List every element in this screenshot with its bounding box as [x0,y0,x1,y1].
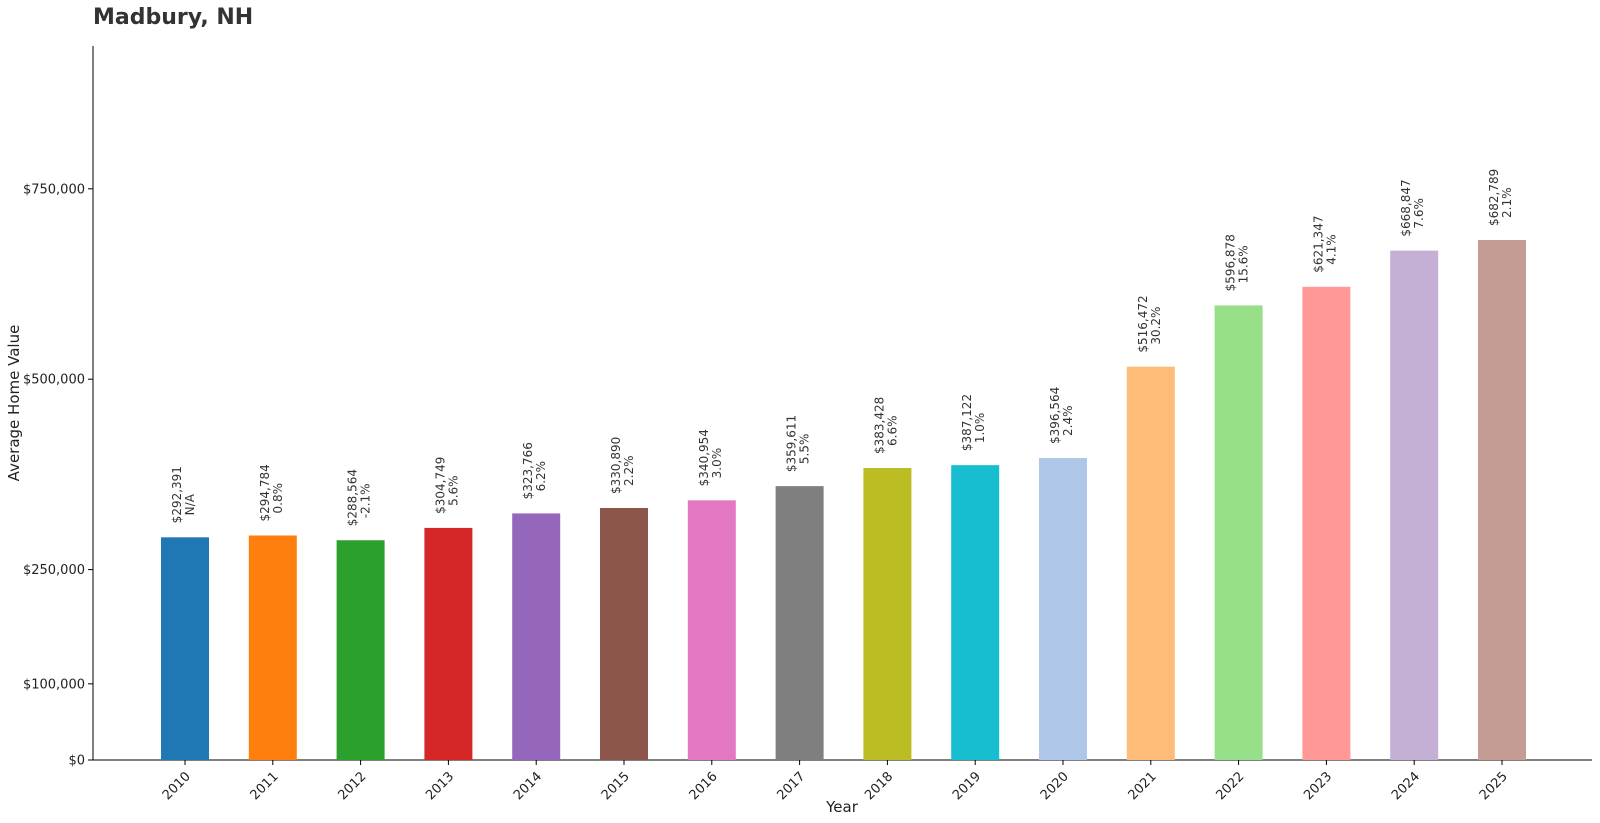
change-label: 0.8% [271,483,285,514]
value-label: $621,347 [1311,216,1325,273]
value-label: $387,122 [960,394,974,451]
y-tick-label: $500,000 [23,373,85,388]
x-tick-label: 2015 [599,769,633,803]
bar-2010 [161,537,209,760]
bar-2019 [951,465,1000,760]
x-tick-label: 2010 [160,769,194,803]
value-label: $682,789 [1487,169,1501,226]
x-tick-label: 2016 [687,769,721,803]
value-label: $304,749 [433,457,447,514]
x-axis-title: Year [825,798,859,816]
bar-2021 [1126,366,1175,760]
change-label: 7.6% [1412,198,1426,229]
change-label: 30.2% [1149,307,1163,345]
bar-2015 [600,507,648,760]
x-axis-ticks: 2010 2011 2012 2013 2014 2015 2016 2017 2018 2019… [160,760,1511,803]
bar-2014 [512,513,561,760]
value-label: $288,564 [346,469,360,526]
change-label: -2.1% [359,483,373,518]
x-tick-label: 2020 [1038,769,1072,803]
change-label: 2.2% [622,455,636,486]
change-label: 1.0% [973,413,987,444]
x-tick-label: 2021 [1126,769,1160,803]
value-label: $668,847 [1399,179,1413,236]
change-label: 6.2% [534,461,548,492]
bar-2013 [424,527,473,760]
change-label: 5.5% [798,434,812,465]
x-tick-label: 2019 [950,769,984,803]
bar-2020 [1039,457,1087,760]
x-tick-label: 2022 [1213,769,1247,803]
change-label: 2.4% [1061,405,1075,436]
y-axis-ticks: $0 $100,000 $250,000 $500,000 $750,000 [23,182,93,769]
bar-2012 [336,540,385,760]
value-label: $323,766 [521,442,535,499]
x-tick-label: 2014 [511,769,545,803]
value-label: $292,391 [170,466,184,523]
bar-2024 [1390,250,1439,760]
change-label: 4.1% [1324,234,1338,265]
y-tick-label: $100,000 [23,677,85,692]
bar-2011 [248,535,297,760]
value-label: $294,784 [258,464,272,521]
bar-2018 [863,467,912,760]
y-axis-title: Average Home Value [5,325,23,482]
chart-title: Madbury, NH [93,5,253,30]
change-label: 2.1% [1500,187,1514,218]
change-label: 6.6% [885,415,899,446]
x-tick-label: 2017 [774,769,808,803]
bars-group [161,239,1526,760]
bar-2023 [1302,286,1351,760]
value-label: $340,954 [697,429,711,486]
value-label: $330,890 [609,437,623,494]
value-label: $359,611 [785,415,799,472]
bar-2016 [687,500,736,760]
y-tick-label: $0 [68,754,85,769]
value-label: $596,878 [1224,234,1238,291]
x-tick-label: 2011 [248,769,282,803]
value-label: $396,564 [1048,387,1062,444]
change-label: 3.0% [710,448,724,479]
change-label: N/A [183,493,197,515]
x-tick-label: 2018 [862,769,896,803]
x-tick-label: 2012 [335,769,369,803]
change-label: 15.6% [1237,245,1251,283]
y-tick-label: $750,000 [23,182,85,197]
x-tick-label: 2013 [423,769,457,803]
bar-2025 [1478,239,1526,760]
y-tick-label: $250,000 [23,563,85,578]
x-tick-label: 2025 [1477,769,1511,803]
data-labels-group: $292,391 N/A $294,784 0.8% $288,564 -2.1% $304… [170,169,1514,527]
value-label: $516,472 [1136,295,1150,352]
x-tick-label: 2023 [1301,769,1335,803]
value-label: $383,428 [872,397,886,454]
bar-2017 [775,486,824,760]
bar-2022 [1214,305,1263,760]
x-tick-label: 2024 [1389,769,1423,803]
change-label: 5.6% [446,475,460,506]
